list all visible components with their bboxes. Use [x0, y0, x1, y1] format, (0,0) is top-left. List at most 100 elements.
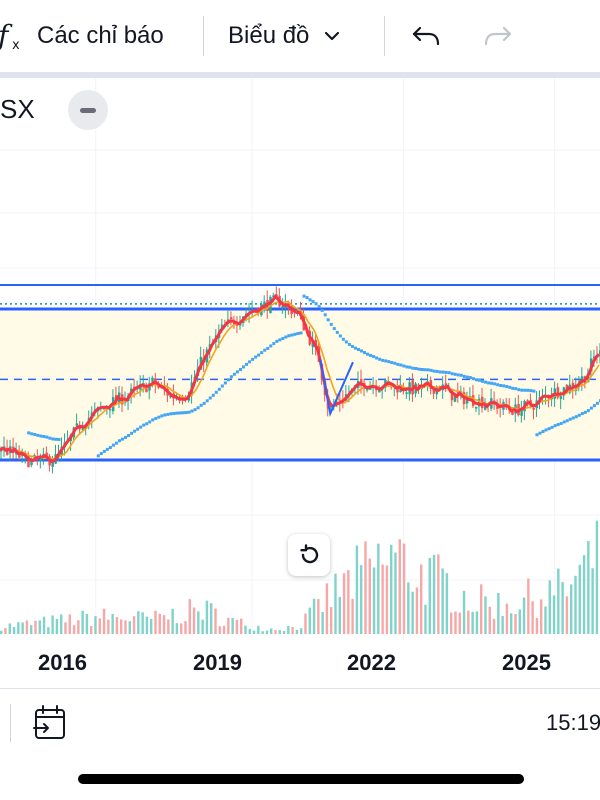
volume-bar: [47, 627, 50, 634]
candle-body: [405, 392, 408, 394]
volume-bar: [141, 612, 144, 634]
volume-bar: [235, 619, 239, 634]
volume-bar: [394, 552, 397, 634]
sar-dot: [541, 430, 545, 434]
volume-bar: [570, 584, 573, 634]
volume-bar: [184, 621, 187, 634]
indicators-button[interactable]: Các chỉ báo: [37, 0, 164, 72]
volume-bar: [51, 615, 54, 634]
sar-dot: [272, 342, 276, 346]
volume-bar: [90, 626, 93, 634]
volume-bar: [510, 613, 513, 634]
volume-bar: [274, 629, 277, 634]
sar-dot: [408, 365, 412, 369]
sar-dot: [420, 368, 424, 372]
sar-dot: [372, 355, 376, 359]
sar-dot: [335, 330, 339, 334]
reset-icon: [297, 543, 321, 567]
top-toolbar: f x Các chỉ báo Biểu đồ: [0, 0, 600, 72]
sar-dot: [508, 385, 512, 389]
sar-dot: [381, 358, 385, 362]
sar-dot: [317, 305, 321, 309]
volume-bar: [145, 616, 149, 634]
volume-bar: [557, 568, 560, 634]
sar-dot: [133, 429, 137, 433]
sar-dot: [229, 375, 233, 379]
sar-dot: [586, 409, 590, 413]
sar-dot: [278, 338, 282, 342]
sar-dot: [423, 368, 427, 372]
volume-bar: [407, 582, 410, 634]
sar-dot: [484, 380, 488, 384]
calendar-goto-icon[interactable]: [32, 704, 70, 742]
volume-bar: [471, 611, 474, 634]
volume-bar: [132, 616, 136, 634]
volume-bar: [372, 567, 376, 634]
candle-body: [474, 406, 478, 409]
sar-dot: [568, 417, 572, 421]
x-tick-label: 2025: [502, 650, 551, 675]
sar-dot: [550, 425, 554, 429]
sar-dot: [595, 401, 599, 405]
sar-dot: [266, 346, 270, 350]
redo-button[interactable]: [482, 0, 514, 72]
fx-icon[interactable]: f x: [0, 0, 26, 72]
volume-bar: [450, 612, 453, 634]
volume-bar: [347, 570, 350, 634]
volume-bar: [360, 565, 363, 634]
volume-bar: [188, 599, 191, 634]
sar-dot: [181, 411, 185, 415]
volume-bar: [342, 573, 346, 634]
candle-body: [450, 388, 454, 401]
volume-bar: [21, 622, 24, 634]
sar-dot: [350, 344, 354, 348]
volume-bar: [540, 599, 543, 634]
sar-dot: [556, 423, 560, 427]
volume-bar: [158, 613, 161, 634]
reset-chart-button[interactable]: [288, 534, 330, 576]
sar-dot: [493, 382, 497, 386]
candle-body: [30, 459, 33, 466]
volume-bar: [261, 631, 264, 634]
chart-type-button[interactable]: Biểu đồ: [228, 0, 341, 72]
bottom-bar: [0, 689, 600, 759]
price-chart[interactable]: [0, 78, 600, 688]
volume-bar: [522, 597, 526, 634]
sar-dot: [517, 388, 521, 392]
sar-dot: [223, 381, 227, 385]
volume-bar: [120, 619, 123, 634]
sar-dot: [462, 374, 466, 378]
sar-dots: [27, 294, 600, 458]
volume-bar: [77, 620, 80, 634]
minus-icon: [80, 107, 96, 113]
sar-dot: [417, 367, 421, 371]
sar-dot: [121, 437, 125, 441]
sar-dot: [175, 411, 179, 415]
candle-body: [387, 381, 390, 383]
sar-dot: [438, 370, 442, 374]
sar-dot: [242, 365, 246, 369]
sar-dot: [435, 369, 439, 373]
volume-bar: [432, 554, 436, 634]
collapse-legend-button[interactable]: [68, 90, 108, 130]
sar-dot: [299, 331, 303, 335]
sar-dot: [166, 412, 170, 416]
sar-dot: [148, 420, 152, 424]
sar-dot: [105, 447, 109, 451]
volume-bar: [368, 558, 371, 634]
sar-dot: [248, 360, 252, 364]
sar-dot: [172, 412, 176, 416]
sar-dot: [378, 357, 382, 361]
volume-bar: [428, 557, 431, 634]
sar-dot: [30, 432, 34, 436]
sar-dot: [375, 356, 379, 360]
undo-button[interactable]: [410, 0, 442, 72]
volume-bar: [351, 598, 354, 634]
sar-dot: [178, 411, 182, 415]
sar-dot: [477, 378, 481, 382]
volume-bar: [222, 625, 226, 634]
sar-dot: [232, 372, 236, 376]
sar-dot: [332, 327, 336, 331]
volume-bar: [544, 606, 547, 634]
volume-bar: [582, 555, 586, 634]
